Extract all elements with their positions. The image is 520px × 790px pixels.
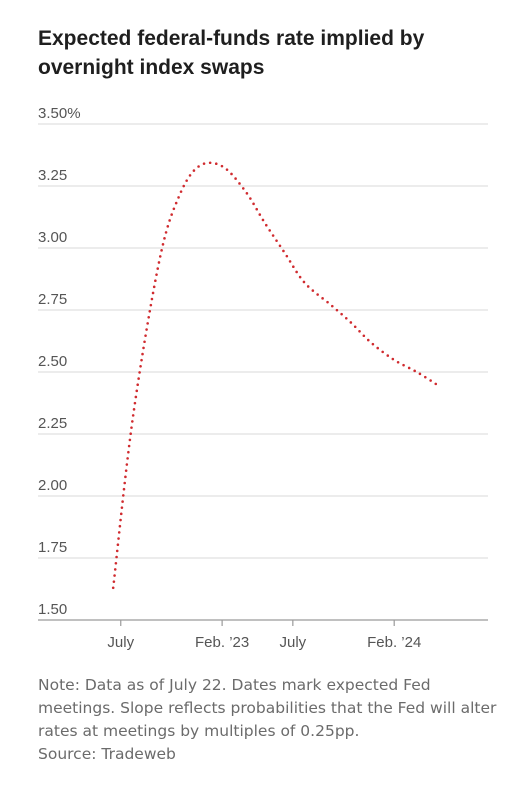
y-axis-labels: 3.50% 3.25 3.00 2.75 2.50 2.25 2.00 1.75 1.50 [38,105,81,618]
x-tick-label: Feb. ’23 [195,634,249,651]
y-tick-label: 1.75 [38,539,67,556]
y-tick-label: 3.00 [38,229,67,246]
x-tick-label: July [279,634,306,651]
series-layer [111,161,438,590]
gridlines [38,123,488,559]
chart-title: Expected federal-funds rate implied by o… [38,27,425,79]
x-tick-label: July [107,634,134,651]
y-tick-label: 3.50% [38,105,81,122]
y-tick-label: 1.50 [38,601,67,618]
series-line [111,161,438,590]
x-axis [38,619,488,626]
source-text: Source: Tradeweb [38,745,176,763]
x-tick-label: Feb. ’24 [367,634,421,651]
y-tick-label: 2.25 [38,415,67,432]
chart-footnote: Note: Data as of July 22. Dates mark exp… [38,674,508,766]
x-axis-labels: July Feb. ’23 July Feb. ’24 [107,634,421,651]
y-tick-label: 2.75 [38,291,67,308]
y-tick-label: 3.25 [38,167,67,184]
note-text: Note: Data as of July 22. Dates mark exp… [38,676,497,740]
y-tick-label: 2.50 [38,353,67,370]
y-tick-label: 2.00 [38,477,67,494]
line-chart: 3.50% 3.25 3.00 2.75 2.50 2.25 2.00 1.75 1.50 Ju… [38,105,488,651]
